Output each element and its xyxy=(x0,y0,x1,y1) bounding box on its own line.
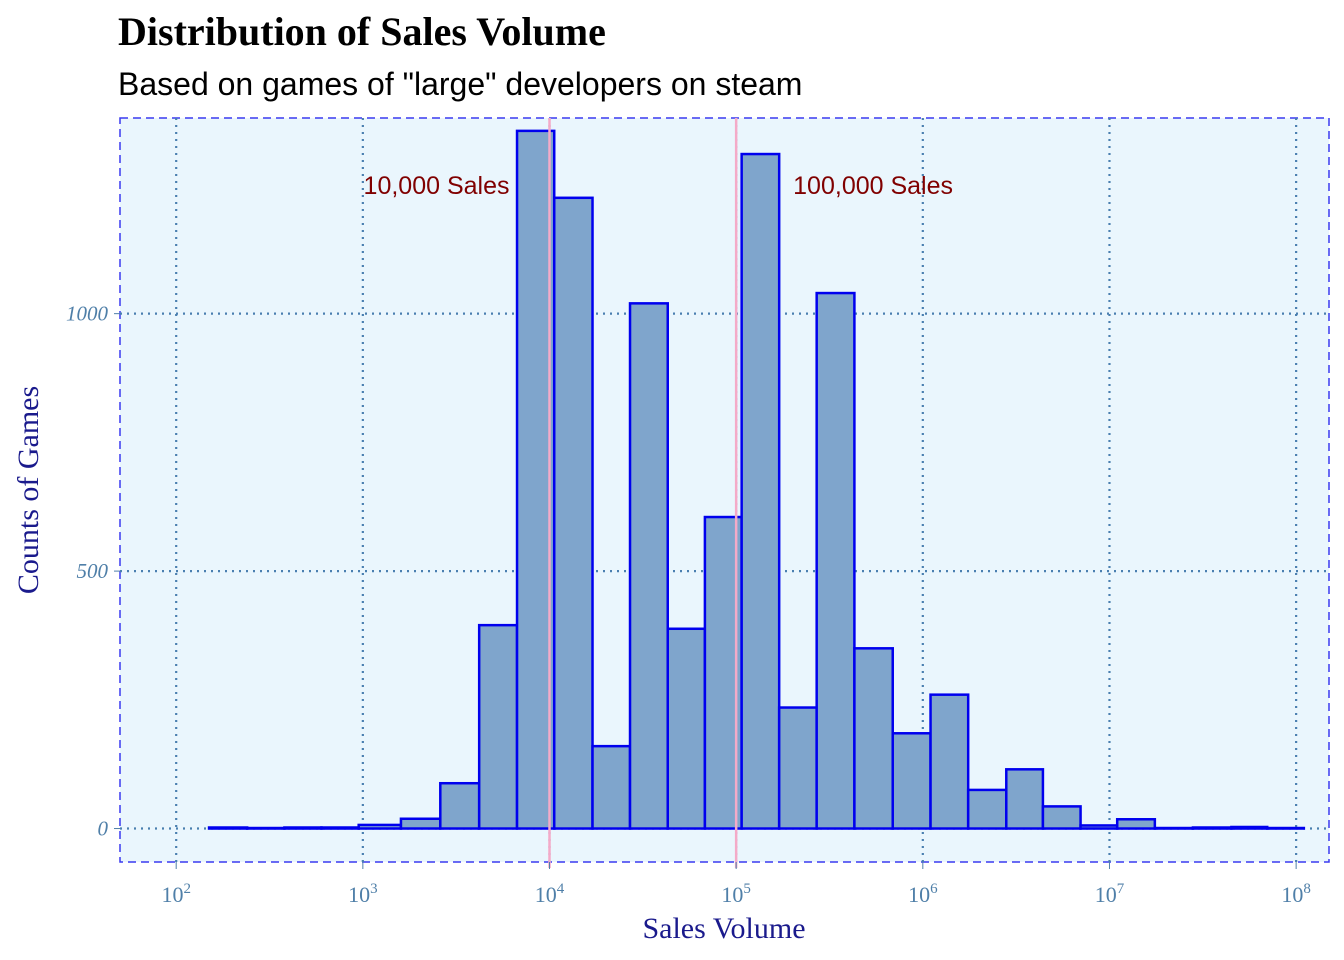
x-tick-exponent: 7 xyxy=(1117,881,1125,897)
x-tick-label: 102 xyxy=(161,881,191,907)
x-tick-exponent: 2 xyxy=(183,881,191,897)
x-tick-label: 108 xyxy=(1281,881,1311,907)
histogram-bar xyxy=(283,826,323,830)
histogram-bar xyxy=(207,826,249,830)
x-axis-ticks: 102 103 104 105 106 107 108 xyxy=(161,862,1311,907)
histogram-bar xyxy=(740,152,781,830)
histogram-bar xyxy=(1191,826,1233,830)
x-tick-label: 106 xyxy=(908,881,938,907)
histogram-bar xyxy=(966,788,1008,830)
histogram-bar xyxy=(777,706,818,830)
chart-title: Distribution of Sales Volume xyxy=(118,9,606,54)
histogram-bar xyxy=(1153,826,1195,830)
histogram-bar xyxy=(591,744,632,830)
x-tick-base: 10 xyxy=(1281,882,1303,907)
histogram-bar xyxy=(1230,825,1269,830)
reference-lines: 10,000 Sales 100,000 Sales xyxy=(364,118,953,868)
x-tick-exponent: 8 xyxy=(1303,881,1311,897)
histogram-bar xyxy=(853,647,894,830)
x-tick-base: 10 xyxy=(908,882,930,907)
histogram-bar xyxy=(477,623,519,830)
x-tick-base: 10 xyxy=(721,882,743,907)
x-tick-exponent: 3 xyxy=(370,881,378,897)
x-tick-base: 10 xyxy=(348,882,370,907)
histogram-bar xyxy=(320,826,360,830)
histogram-bars xyxy=(207,129,1306,830)
histogram-bar xyxy=(1265,826,1306,830)
histogram-bar xyxy=(357,823,403,830)
x-tick-exponent: 4 xyxy=(557,881,565,897)
x-tick-label: 104 xyxy=(535,881,565,907)
histogram-bar xyxy=(815,291,856,830)
histogram-bar xyxy=(1079,824,1119,830)
x-tick-label: 105 xyxy=(721,881,751,907)
histogram-bar xyxy=(245,826,286,830)
x-tick-exponent: 6 xyxy=(930,881,938,897)
x-tick-base: 10 xyxy=(535,882,557,907)
x-tick-base: 10 xyxy=(161,882,183,907)
y-tick-label: 500 xyxy=(77,559,109,583)
y-tick-label: 1000 xyxy=(66,302,109,326)
histogram-bar xyxy=(1041,805,1082,830)
histogram-bar xyxy=(515,129,556,830)
histogram-bar xyxy=(666,627,707,830)
chart-subtitle: Based on games of "large" developers on … xyxy=(118,66,802,102)
histogram-bar xyxy=(552,196,594,830)
x-tick-exponent: 5 xyxy=(743,881,751,897)
reference-line-label: 10,000 Sales xyxy=(364,172,510,200)
y-tick-label: 0 xyxy=(98,817,109,841)
histogram-bar xyxy=(1005,768,1045,830)
histogram-bar xyxy=(628,302,669,830)
histogram-bar xyxy=(929,693,970,830)
y-axis-ticks: 0 500 1000 xyxy=(66,302,120,841)
reference-line-label: 100,000 Sales xyxy=(793,172,953,200)
histogram-bar xyxy=(1115,818,1157,830)
x-axis-title: Sales Volume xyxy=(642,912,805,945)
histogram-bar xyxy=(439,781,481,830)
x-tick-label: 107 xyxy=(1095,881,1125,907)
histogram-bar xyxy=(399,817,442,830)
histogram-bar xyxy=(891,732,932,830)
y-axis-title: Counts of Games xyxy=(12,386,45,594)
x-tick-base: 10 xyxy=(1095,882,1117,907)
x-tick-label: 103 xyxy=(348,881,378,907)
